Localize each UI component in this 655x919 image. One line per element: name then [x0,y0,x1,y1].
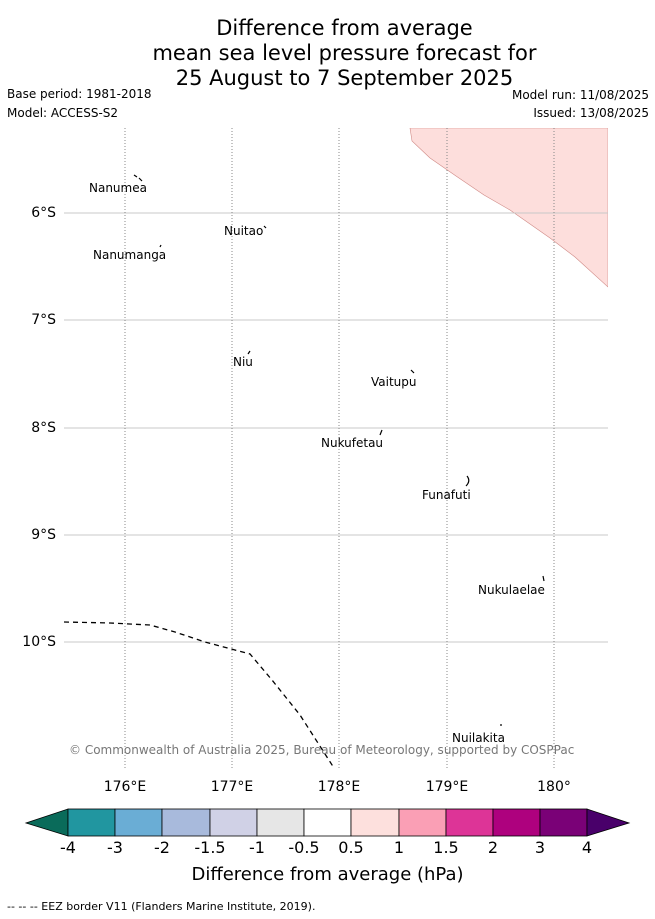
eez-legend-note: -- -- -- EEZ border V11 (Flanders Marine… [7,900,316,913]
lon-label-179e: 179°E [425,779,469,795]
colorbar-high-extension [586,808,631,837]
lat-label-7s: 7°S [31,312,56,328]
place-label-nuilakita: Nuilakita [452,731,505,745]
island-nuitao-shape [263,225,267,229]
title-line-2: mean sea level pressure forecast for [152,41,537,65]
colorbar-tick-label: 0.5 [338,838,364,857]
model-name: Model: ACCESS-S2 [7,106,119,120]
base-period: Base period: 1981-2018 [7,87,152,101]
title-line-1: Difference from average [216,16,473,40]
colorbar-tick-label: -0.5 [288,838,320,857]
place-label-vaitupu: Vaitupu [371,375,417,389]
place-label-nukulaelae: Nukulaelae [478,583,545,597]
island-vaitupu-shape [410,369,415,374]
lon-label-178e: 178°E [317,779,361,795]
colorbar-swatch [492,808,541,837]
island-nukulaelae-shape [542,575,545,582]
place-label-funafuti: Funafuti [422,488,471,502]
island-funafuti-shape [465,475,470,487]
colorbar-swatch [539,808,588,837]
colorbar-tick-label: 2 [487,838,499,857]
lat-label-8s: 8°S [31,420,56,436]
island-nanumanga-shape [159,244,162,248]
positive-anomaly-region [409,128,608,288]
lat-label-6s: 6°S [31,205,56,221]
colorbar-tick-label: 3 [534,838,546,857]
colorbar-tick-label: 4 [581,838,593,857]
place-label-niu: Niu [233,355,253,369]
colorbar-swatch [445,808,494,837]
colorbar-swatch [303,808,352,837]
title-line-3: 25 August to 7 September 2025 [175,66,514,90]
place-label-nuitao: Nuitao [224,224,264,238]
lat-label-9s: 9°S [31,527,56,543]
colorbar-tick-label: -4 [60,838,76,857]
place-label-nanumea: Nanumea [89,181,147,195]
lon-label-177e: 177°E [210,779,254,795]
island-niu-shape [247,350,251,355]
colorbar-swatch [114,808,163,837]
colorbar-swatch [67,808,116,837]
chart-title: Difference from average mean sea level p… [0,16,655,91]
place-label-nukufetau: Nukufetau [321,436,384,450]
island-nanumea-shape [133,174,143,182]
colorbar-swatch [161,808,211,837]
lon-label-176e: 176°E [103,779,147,795]
colorbar-low-extension [24,808,69,837]
colorbar-tick-label: 1.5 [433,838,459,857]
map-panel [64,128,608,768]
colorbar-title: Difference from average (hPa) [191,864,464,885]
lon-label-180: 180° [537,779,571,795]
colorbar-swatch [350,808,400,837]
copyright-notice: © Commonwealth of Australia 2025, Bureau… [69,743,575,757]
eez-border [64,621,335,768]
colorbar-swatch [209,808,258,837]
colorbar-tick-label: -2 [154,838,170,857]
place-label-nanumanga: Nanumanga [93,248,167,262]
island-nukufetau-shape [379,429,383,436]
colorbar [24,808,631,837]
colorbar-swatch [256,808,305,837]
colorbar-tick-label: -1 [249,838,265,857]
lat-label-10s: 10°S [22,634,56,650]
colorbar-tick-label: -3 [107,838,123,857]
issued-date: Issued: 13/08/2025 [533,106,649,120]
colorbar-tick-label: -1.5 [194,838,226,857]
island-outlines [133,174,545,726]
latitude-gridlines [64,212,608,643]
colorbar-tick-label: 1 [393,838,405,857]
model-run: Model run: 11/08/2025 [511,88,649,102]
colorbar-swatch [398,808,447,837]
